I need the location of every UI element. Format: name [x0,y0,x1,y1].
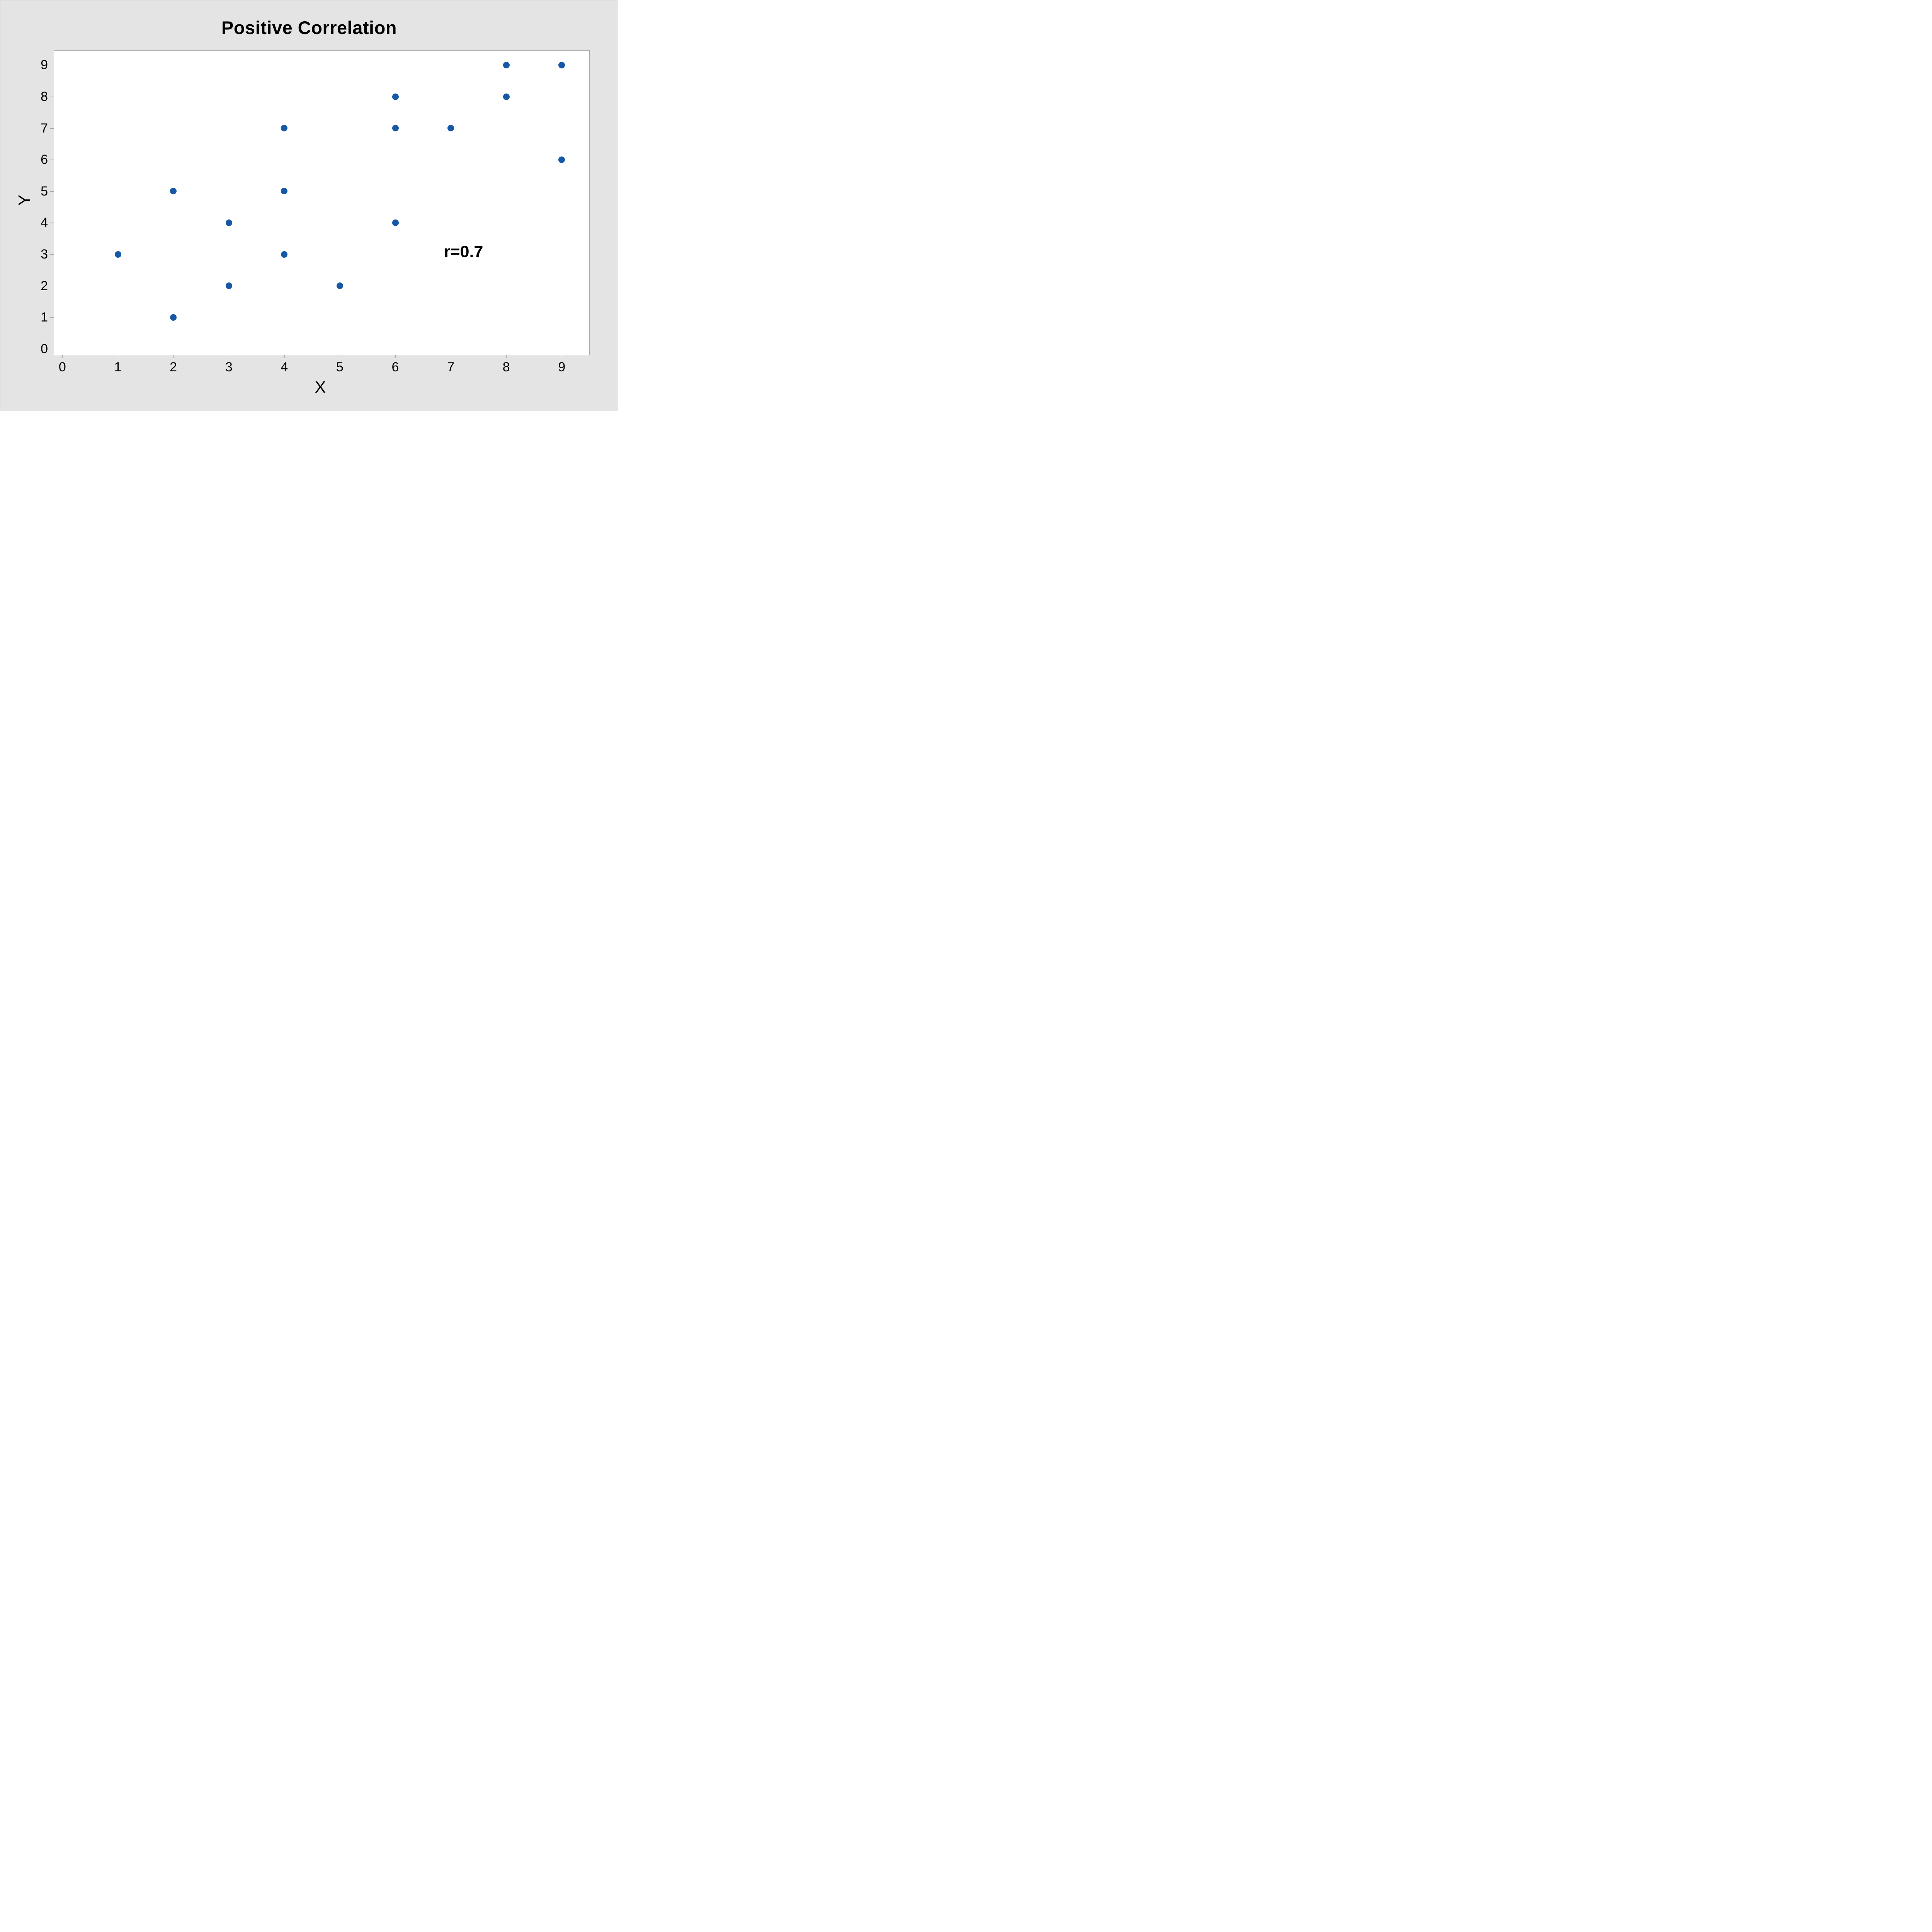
data-point [281,188,288,195]
data-point [225,219,232,226]
x-tick-label: 8 [502,360,510,374]
y-tick-label: 2 [41,278,48,293]
data-point [225,282,232,289]
x-tick-label: 6 [391,360,399,374]
x-tick-label: 7 [447,360,455,374]
y-tick [50,317,54,318]
data-point [392,93,399,100]
data-point [503,93,510,100]
data-point [170,314,177,321]
y-tick [50,128,54,129]
data-point [170,188,177,195]
x-tick-label: 2 [170,360,177,374]
data-point [392,125,399,132]
data-point [447,125,454,132]
y-axis-label: Y [15,194,34,206]
x-tick [62,354,63,358]
x-tick-label: 0 [58,360,66,374]
data-point [503,61,510,68]
chart-title: Positive Correlation [221,17,397,38]
x-tick-label: 9 [558,360,566,374]
chart-figure: Positive Correlation 0 1 2 3 4 5 6 7 8 9 0 1 2 3 4 5 6 7 8… [0,0,618,412]
y-tick-label: 6 [41,152,48,167]
x-tick [506,354,507,358]
data-point [558,156,565,163]
x-tick-label: 5 [336,360,344,374]
x-tick [173,354,174,358]
x-axis-label: X [315,378,326,397]
data-point [114,251,121,258]
x-tick [395,354,396,358]
y-tick [50,191,54,192]
y-tick-label: 1 [41,310,48,325]
x-tick-label: 3 [225,360,233,374]
y-tick-label: 3 [41,247,48,262]
y-tick-label: 9 [41,58,48,73]
data-point [336,282,343,289]
data-point [558,61,565,68]
y-tick-label: 0 [41,341,48,356]
x-tick [284,354,285,358]
y-tick [50,254,54,255]
data-point [392,219,399,226]
y-tick-label: 7 [41,121,48,136]
y-tick-label: 8 [41,89,48,104]
correlation-annotation: r=0.7 [444,242,483,261]
x-tick-label: 1 [114,360,122,374]
data-point [281,125,288,132]
y-tick-label: 5 [41,184,48,199]
plot-area [53,50,590,355]
x-tick-label: 4 [281,360,288,374]
y-tick-label: 4 [41,215,48,230]
data-point [281,251,288,258]
